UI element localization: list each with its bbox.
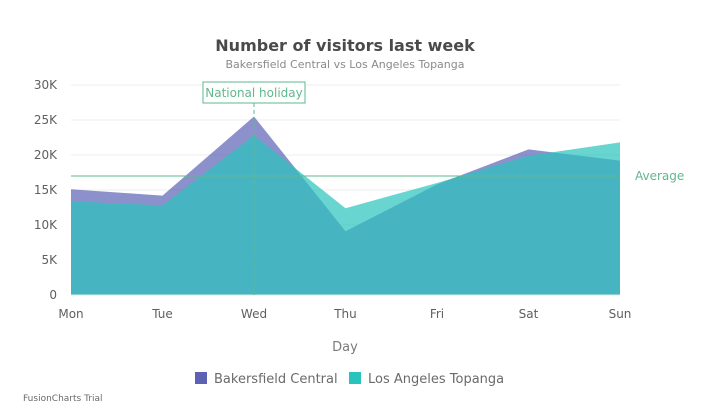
y-tick-label: 5K: [41, 253, 58, 267]
x-tick-label: Sat: [519, 307, 539, 321]
y-tick-label: 30K: [34, 78, 58, 92]
x-tick-label: Thu: [333, 307, 357, 321]
y-tick-label: 0: [49, 288, 57, 302]
chart-title: Number of visitors last week: [215, 36, 475, 55]
chart-subtitle: Bakersfield Central vs Los Angeles Topan…: [226, 58, 465, 71]
holiday-label-box: [202, 81, 306, 104]
legend-swatch: [349, 372, 361, 384]
legend-label: Bakersfield Central: [214, 372, 338, 387]
legend-swatch: [195, 372, 207, 384]
y-tick-label: 10K: [34, 218, 58, 232]
x-tick-label: Mon: [58, 307, 83, 321]
x-tick-label: Tue: [151, 307, 173, 321]
x-tick-label: Wed: [241, 307, 267, 321]
x-tick-label: Fri: [430, 307, 444, 321]
y-tick-label: 15K: [34, 183, 58, 197]
area-los-angeles-topanga: [71, 135, 620, 295]
y-tick-label: 20K: [34, 148, 58, 162]
average-label: Average: [635, 169, 684, 183]
x-tick-label: Sun: [609, 307, 632, 321]
legend-label: Los Angeles Topanga: [368, 372, 504, 387]
x-axis-title: Day: [332, 340, 358, 355]
trial-watermark: FusionCharts Trial: [23, 394, 102, 404]
y-tick-label: 25K: [34, 113, 58, 127]
holiday-label: National holiday: [205, 86, 303, 100]
